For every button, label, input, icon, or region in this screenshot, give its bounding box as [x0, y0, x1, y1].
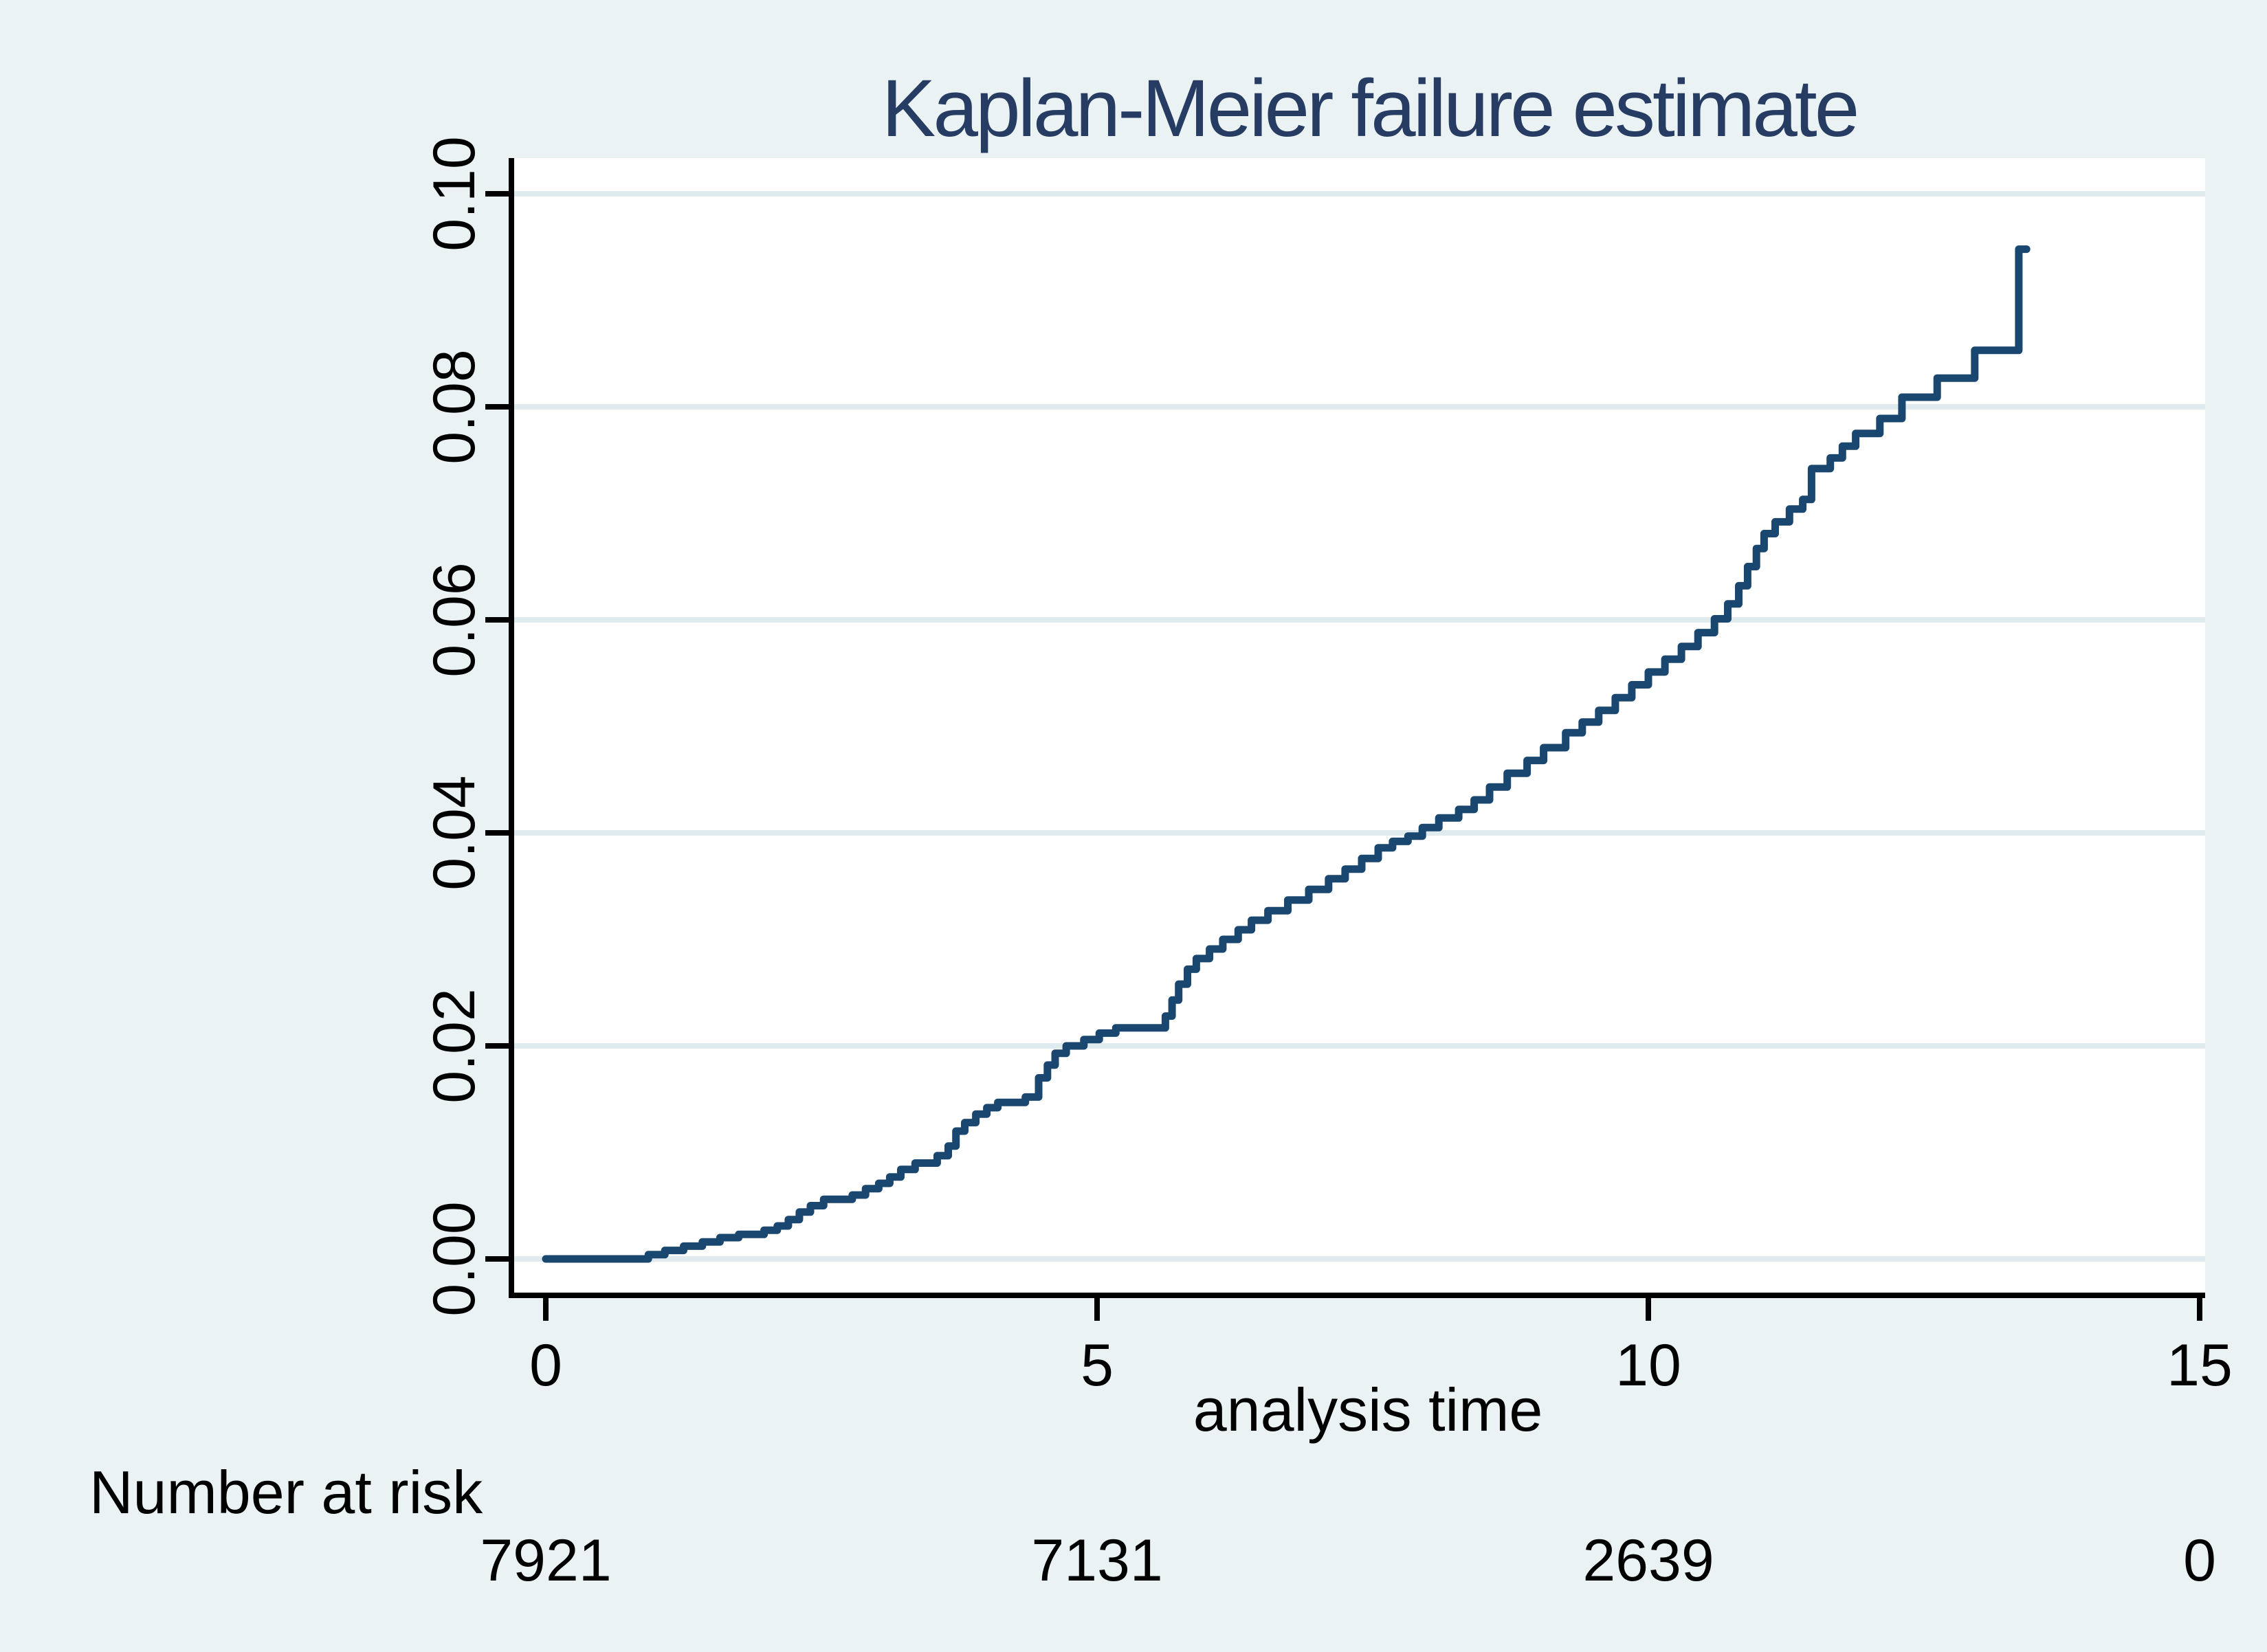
risk-table-values: 7921 7131 2639 0 [480, 1528, 2216, 1594]
risk-count-1: 7131 [1031, 1528, 1162, 1594]
x-axis-ticks: 0 5 10 15 [529, 1298, 2233, 1398]
plot-area [511, 158, 2205, 1295]
y-tick-label-0.06: 0.06 [421, 562, 487, 677]
y-tick-label-0.02: 0.02 [421, 988, 487, 1103]
y-tick-label-0.00: 0.00 [421, 1201, 487, 1316]
risk-count-0: 7921 [480, 1528, 611, 1594]
y-tick-label-0.08: 0.08 [421, 349, 487, 464]
km-failure-curve [542, 245, 2031, 1263]
axes [509, 158, 2205, 1298]
y-tick-label-0.04: 0.04 [421, 775, 487, 890]
x-tick-label-10: 10 [1615, 1332, 1681, 1398]
x-tick-label-5: 5 [1081, 1332, 1114, 1398]
gridlines [514, 191, 2205, 1262]
x-axis-title: analysis time [1193, 1376, 1543, 1444]
risk-count-3: 0 [2183, 1528, 2216, 1594]
y-tick-label-0.10: 0.10 [421, 136, 487, 251]
risk-table-header: Number at risk [89, 1458, 483, 1526]
y-axis-ticks: 0.00 0.02 0.04 0.06 0.08 0.10 [421, 136, 511, 1317]
chart-title: Kaplan-Meier failure estimate [882, 63, 1857, 154]
risk-count-2: 2639 [1582, 1528, 1714, 1594]
x-tick-label-0: 0 [529, 1332, 562, 1398]
x-tick-label-15: 15 [2167, 1332, 2233, 1398]
